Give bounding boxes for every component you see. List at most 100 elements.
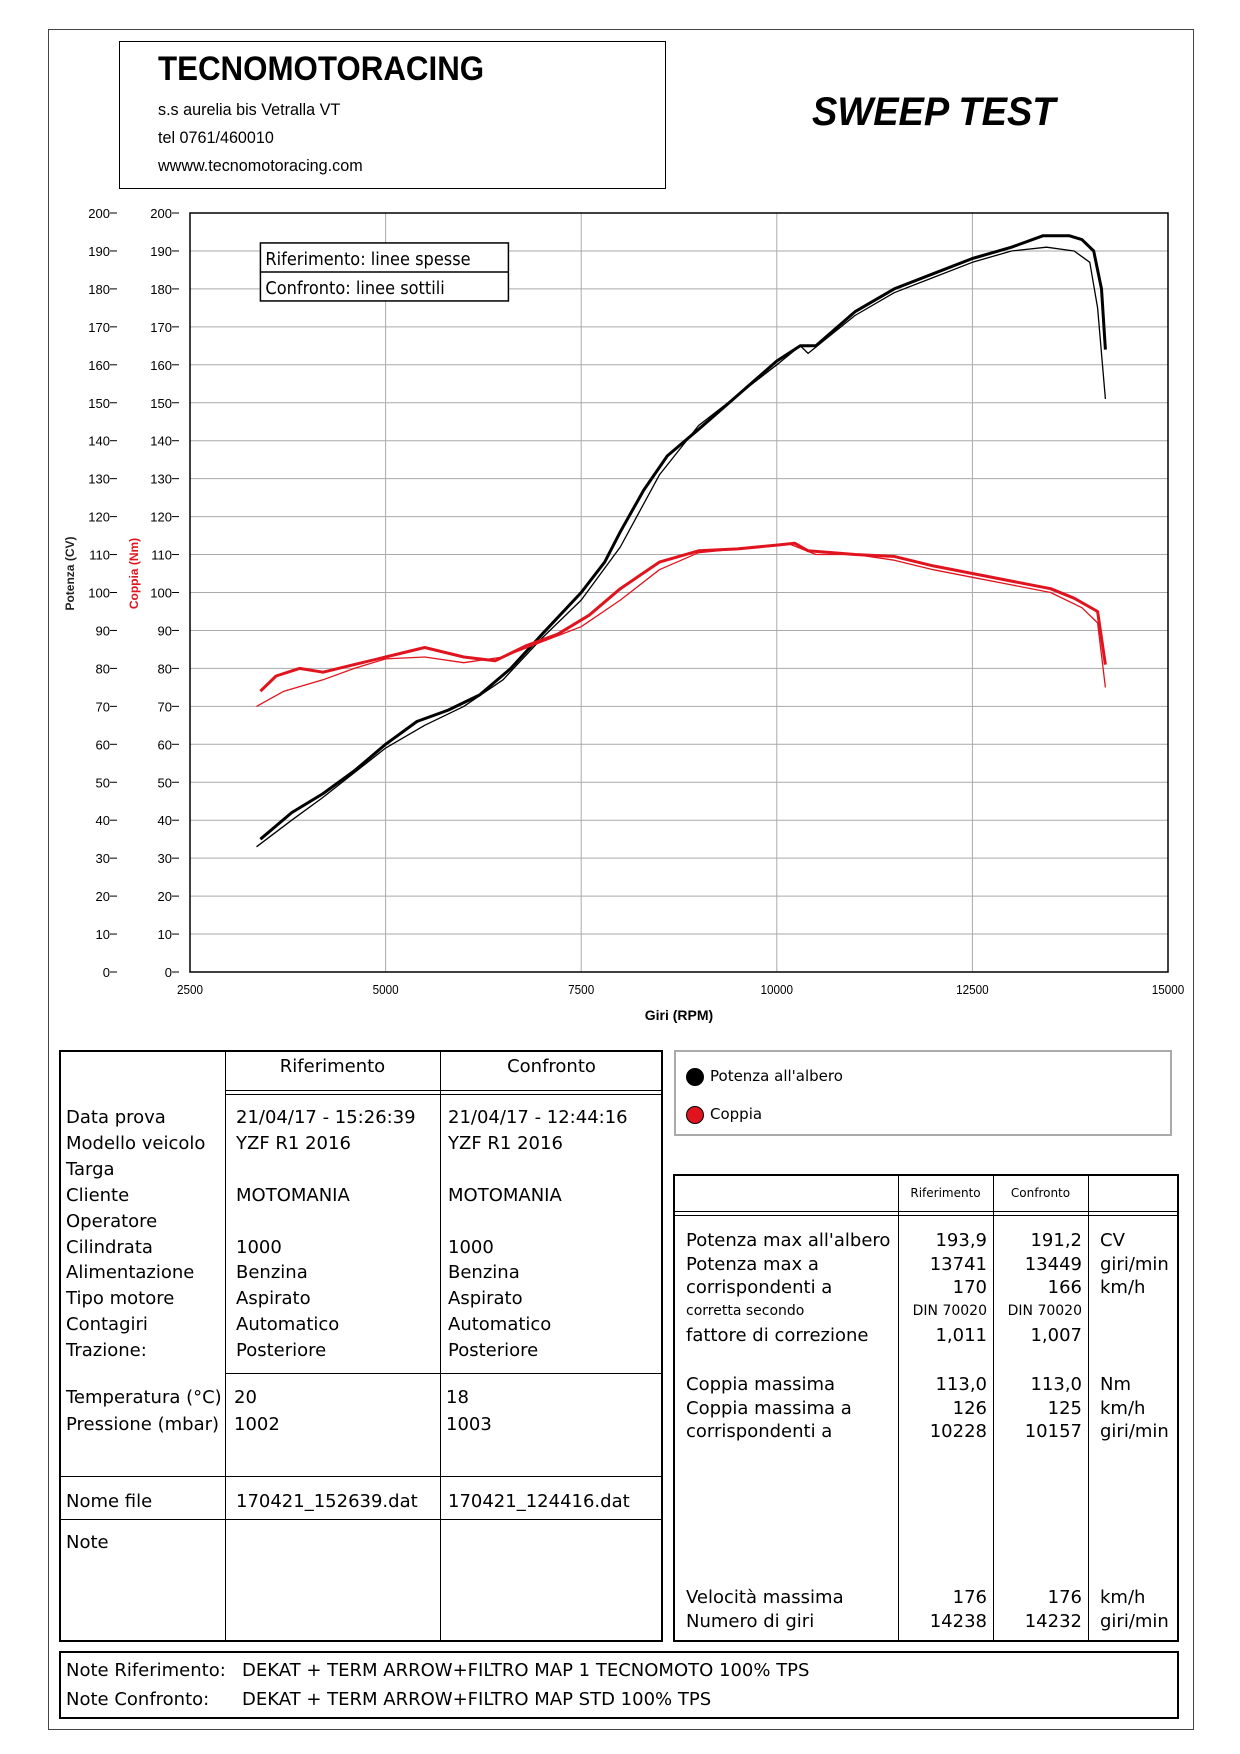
torque-tick-label: 90 — [158, 623, 172, 638]
torque-tick-label: 0 — [165, 965, 172, 980]
field-label: Alimentazione — [66, 1262, 195, 1284]
result-value-conf: 10157 — [1024, 1421, 1082, 1443]
result-value-conf: 1,007 — [1030, 1324, 1082, 1346]
result-value-conf: DIN 70020 — [1007, 1303, 1082, 1320]
column-header-conf: Confronto — [507, 1056, 596, 1077]
result-value-conf: 113,0 — [1030, 1374, 1082, 1395]
result-value-ref: 193,9 — [935, 1230, 987, 1251]
field-label: Tipo motore — [66, 1288, 175, 1310]
column-divider — [1088, 1174, 1089, 1642]
result-value-ref: 113,0 — [935, 1374, 987, 1395]
field-value-conf: 1000 — [448, 1236, 494, 1258]
x-tick-label: 15000 — [1152, 982, 1185, 997]
field-label: Contagiri — [66, 1314, 148, 1336]
torque-tick-label: 120 — [150, 510, 172, 525]
power-tick-label: 40 — [96, 813, 110, 828]
torque-tick-label: 160 — [150, 358, 172, 373]
company-address: s.s aurelia bis Vetralla VT — [158, 100, 341, 119]
company-phone: tel 0761/460010 — [158, 128, 274, 147]
power-curve-confronto — [256, 246, 1107, 848]
page-frame — [48, 29, 1194, 1730]
env-value-conf: 18 — [446, 1387, 469, 1408]
note-conf-label: Note Confronto: — [66, 1689, 210, 1710]
power-tick-label: 90 — [96, 623, 110, 638]
note-conf-value: DEKAT + TERM ARROW+FILTRO MAP STD 100% T… — [242, 1689, 712, 1710]
result-label: corrispondenti a — [686, 1421, 833, 1443]
env-value-ref: 1002 — [234, 1414, 280, 1435]
power-tick-label: 20 — [96, 889, 110, 904]
field-value-ref: Posteriore — [236, 1340, 327, 1362]
result-value-ref: 13741 — [929, 1253, 987, 1275]
report-title: SWEEP TEST — [812, 90, 1056, 134]
power-tick-label: 60 — [96, 737, 110, 752]
result-value-conf: 13449 — [1024, 1253, 1082, 1275]
column-divider — [898, 1174, 899, 1642]
env-label: Temperatura (°C) — [66, 1387, 222, 1408]
power-tick-label: 110 — [89, 548, 110, 563]
torque-tick-label: 200 — [150, 206, 172, 221]
result-unit: Nm — [1100, 1374, 1131, 1395]
column-header-ref: Riferimento — [279, 1056, 386, 1077]
torque-tick-label: 100 — [150, 586, 172, 601]
x-tick-label: 5000 — [373, 982, 399, 997]
field-value-ref: Automatico — [236, 1314, 340, 1336]
x-tick-label: 7500 — [568, 982, 594, 997]
company-website: wwww.tecnomotoracing.com — [158, 156, 363, 175]
file-name-conf: 170421_124416.dat — [448, 1491, 630, 1512]
field-label: Targa — [66, 1158, 115, 1180]
power-tick-label: 70 — [96, 699, 110, 714]
result-value-conf: 166 — [1047, 1277, 1082, 1299]
torque-tick-label: 150 — [150, 396, 172, 411]
power-tick-label: 170 — [88, 320, 110, 335]
company-header-box — [119, 41, 666, 189]
note-ref-value: DEKAT + TERM ARROW+FILTRO MAP 1 TECNOMOT… — [242, 1660, 810, 1681]
field-value-conf: Automatico — [448, 1314, 552, 1336]
result-label: Numero di giri — [686, 1610, 815, 1632]
field-value-conf: MOTOMANIA — [448, 1184, 562, 1206]
result-label: corretta secondo — [686, 1303, 805, 1320]
result-unit: CV — [1100, 1230, 1125, 1251]
power-tick-label: 200 — [88, 206, 110, 221]
torque-tick-label: 20 — [158, 889, 172, 904]
test-info-table — [59, 1050, 663, 1642]
field-value-ref: MOTOMANIA — [236, 1184, 350, 1206]
red-dot-icon — [686, 1105, 704, 1124]
result-unit: giri/min — [1100, 1421, 1169, 1443]
result-value-conf: 191,2 — [1030, 1230, 1082, 1251]
result-value-ref: 126 — [952, 1397, 987, 1419]
power-tick-label: 80 — [96, 661, 110, 676]
field-label: Cliente — [66, 1184, 130, 1206]
torque-tick-label: 190 — [150, 244, 172, 259]
torque-axis-label: Coppia (Nm) — [127, 538, 141, 609]
power-tick-label: 0 — [103, 965, 110, 980]
field-label: Modello veicolo — [66, 1132, 206, 1154]
torque-tick-label: 30 — [158, 851, 172, 866]
field-value-conf: Benzina — [448, 1262, 520, 1284]
legend-item-power: Potenza all'albero — [686, 1067, 843, 1086]
legend-box-entry: Riferimento: linee spesse — [265, 249, 470, 270]
power-tick-label: 30 — [96, 851, 110, 866]
field-value-ref: YZF R1 2016 — [236, 1132, 351, 1154]
column-header-ref: Riferimento — [910, 1186, 981, 1200]
field-value-conf: YZF R1 2016 — [448, 1132, 563, 1154]
result-label: corrispondenti a — [686, 1277, 833, 1299]
field-label: Operatore — [66, 1210, 158, 1232]
field-value-ref: 21/04/17 - 15:26:39 — [236, 1107, 416, 1128]
notes-box — [59, 1651, 1179, 1719]
x-axis-label: Giri (RPM) — [645, 1007, 713, 1023]
torque-curve-confronto — [256, 543, 1107, 707]
result-value-conf: 176 — [1047, 1587, 1082, 1608]
column-divider — [225, 1050, 226, 1642]
result-value-ref: 176 — [952, 1587, 987, 1608]
result-unit: km/h — [1100, 1397, 1146, 1419]
result-value-ref: DIN 70020 — [912, 1303, 987, 1320]
note-ref-label: Note Riferimento: — [66, 1660, 226, 1681]
torque-tick-label: 110 — [151, 548, 172, 563]
result-label: Coppia massima — [686, 1374, 836, 1395]
torque-tick-label: 60 — [158, 737, 172, 752]
field-value-ref: Aspirato — [236, 1288, 311, 1310]
column-divider — [993, 1174, 994, 1642]
result-unit: km/h — [1100, 1587, 1146, 1608]
env-label: Pressione (mbar) — [66, 1414, 220, 1435]
